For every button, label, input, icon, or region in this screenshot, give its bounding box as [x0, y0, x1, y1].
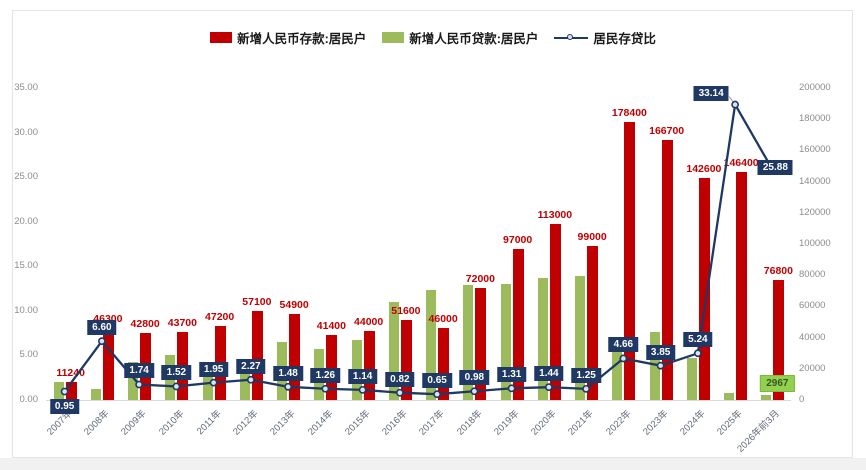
ratio-value-label: 1.74 — [124, 363, 154, 379]
right-axis-tick: 200000 — [799, 82, 831, 93]
left-axis-tick: 20.00 — [14, 215, 38, 227]
left-axis-tick: 5.00 — [19, 349, 39, 361]
left-axis-tick: 15.00 — [14, 260, 38, 272]
left-axis-tick: 30.00 — [14, 126, 38, 138]
x-axis-line — [46, 400, 791, 401]
loan-bar — [500, 284, 511, 400]
deposit-value-label: 142600 — [686, 162, 722, 175]
deposit-value-label: 46000 — [428, 313, 458, 326]
left-axis-tick: 35.00 — [14, 82, 38, 93]
legend-label-loans: 新增人民币贷款:居民户 — [409, 32, 539, 46]
ratio-value-label: 1.31 — [496, 367, 527, 383]
left-axis-tick: 25.00 — [14, 171, 38, 183]
loan-bar — [761, 395, 772, 400]
deposit-value-label: 178400 — [611, 106, 647, 119]
deposit-value-label: 76800 — [763, 265, 793, 278]
deposit-bar — [65, 382, 77, 400]
right-axis-tick: 180000 — [799, 113, 831, 125]
right-axis-tick: 100000 — [799, 238, 831, 249]
loan-bar — [537, 277, 548, 400]
deposit-value-label: 42800 — [130, 318, 160, 331]
left-axis-tick: 0.00 — [19, 394, 39, 405]
deposit-value-label: 44000 — [354, 316, 384, 329]
loan-bar — [649, 332, 660, 400]
deposit-bar — [400, 319, 412, 400]
ratio-value-label: 3.85 — [645, 344, 676, 360]
deposit-bar — [624, 121, 636, 400]
legend-item-deposits: 新增人民币存款:居民户 — [210, 28, 366, 47]
ratio-value-label: 1.44 — [534, 366, 564, 382]
left-axis-tick: 10.00 — [14, 304, 38, 316]
ratio-value-label: 0.82 — [385, 371, 415, 387]
loan-value-label: 2967 — [760, 375, 795, 393]
right-axis-tick: 80000 — [799, 269, 826, 281]
deposit-value-label: 113000 — [537, 208, 573, 221]
ratio-value-label: 1.25 — [571, 367, 601, 383]
ratio-value-label: 33.14 — [693, 86, 729, 101]
ratio-value-label: 5.24 — [683, 332, 713, 348]
deposit-value-label: 54900 — [279, 299, 309, 312]
deposit-value-label: 57100 — [242, 295, 272, 308]
right-axis-tick: 140000 — [799, 175, 831, 187]
deposit-value-label: 99000 — [577, 230, 607, 243]
deposit-value-label: 166700 — [649, 124, 685, 137]
deposit-value-label: 51600 — [391, 304, 421, 317]
ratio-value-label: 25.88 — [757, 160, 793, 176]
ratio-value-label: 4.66 — [608, 337, 639, 353]
ratio-value-label: 1.52 — [161, 365, 192, 381]
ratio-value-label: 2.27 — [236, 358, 266, 374]
deposit-bar — [102, 327, 114, 400]
ratio-value-label: 6.60 — [87, 320, 117, 336]
deposit-bar — [438, 328, 450, 400]
ratio-value-label: 0.65 — [422, 373, 452, 389]
right-axis-tick: 20000 — [799, 362, 826, 374]
ratio-value-label: 1.26 — [310, 367, 341, 383]
ratio-value-label: 1.14 — [347, 368, 378, 384]
deposit-bar — [363, 331, 375, 400]
deposit-swatch-icon — [210, 32, 233, 43]
legend-label-deposits: 新增人民币存款:居民户 — [237, 32, 367, 46]
loan-swatch-icon — [382, 32, 405, 43]
right-axis-tick: 60000 — [799, 300, 826, 312]
page-bottom-strip — [0, 458, 866, 470]
deposit-bar — [661, 139, 673, 400]
deposit-value-label: 43700 — [167, 316, 197, 329]
deposit-value-label: 11240 — [56, 367, 85, 380]
deposit-bar — [289, 314, 301, 400]
ratio-line-marker-icon — [554, 33, 589, 40]
right-axis-tick: 160000 — [799, 144, 831, 156]
right-axis-tick: 120000 — [799, 206, 831, 218]
loan-bar — [90, 389, 101, 400]
deposit-value-label: 72000 — [465, 272, 495, 285]
deposit-bar — [773, 280, 785, 400]
deposit-bar — [736, 171, 748, 400]
legend-item-ratio: 居民存贷比 — [554, 28, 656, 47]
ratio-value-label: 1.95 — [198, 361, 229, 377]
right-axis-tick: 40000 — [799, 331, 826, 343]
deposit-value-label: 47200 — [205, 311, 235, 324]
loan-bar — [53, 381, 64, 400]
ratio-value-label: 0.95 — [49, 398, 80, 414]
ratio-value-label: 1.48 — [273, 365, 303, 381]
deposit-value-label: 97000 — [503, 233, 533, 246]
right-axis-tick: 0 — [799, 394, 805, 405]
deposit-bar — [251, 310, 263, 400]
loan-bar — [686, 357, 697, 400]
legend-item-loans: 新增人民币贷款:居民户 — [382, 28, 538, 47]
deposit-bar — [698, 177, 710, 400]
chart-legend: 新增人民币存款:居民户 新增人民币贷款:居民户 居民存贷比 — [0, 28, 866, 47]
loan-bar — [724, 393, 735, 400]
deposit-value-label: 146400 — [723, 156, 759, 169]
ratio-value-label: 0.98 — [459, 370, 490, 386]
deposit-value-label: 41400 — [316, 320, 346, 333]
legend-label-ratio: 居民存贷比 — [593, 32, 656, 46]
